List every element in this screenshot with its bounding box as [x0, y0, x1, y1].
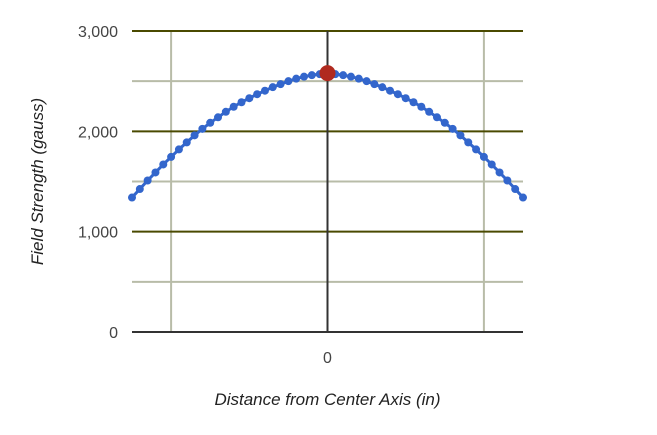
data-point[interactable]	[245, 94, 254, 103]
data-point[interactable]	[370, 80, 379, 89]
data-point[interactable]	[440, 118, 449, 127]
data-point[interactable]	[190, 131, 199, 140]
data-point[interactable]	[464, 138, 473, 147]
data-point[interactable]	[479, 152, 488, 161]
data-point[interactable]	[339, 71, 348, 80]
data-point[interactable]	[354, 74, 363, 83]
data-point[interactable]	[174, 145, 183, 154]
data-point[interactable]	[276, 80, 285, 89]
data-point[interactable]	[253, 90, 262, 99]
data-point[interactable]	[167, 152, 176, 161]
data-point[interactable]	[135, 185, 144, 194]
label-layer: 0 1,000 2,000 3,000 0 Distance from Center Ax…	[28, 24, 441, 409]
data-point[interactable]	[503, 176, 512, 185]
x-tick-label: 0	[323, 350, 332, 367]
series-layer	[128, 65, 527, 202]
data-point[interactable]	[206, 118, 215, 127]
data-point[interactable]	[519, 193, 527, 202]
data-point[interactable]	[472, 145, 481, 154]
data-point[interactable]	[307, 71, 316, 80]
data-point[interactable]	[292, 74, 301, 83]
data-point[interactable]	[214, 113, 223, 122]
data-point[interactable]	[378, 83, 387, 92]
data-point[interactable]	[448, 124, 457, 133]
y-axis-title: Field Strength (gauss)	[28, 98, 47, 265]
data-point[interactable]	[300, 72, 309, 81]
data-point[interactable]	[487, 160, 496, 169]
data-point[interactable]	[182, 138, 191, 147]
data-point[interactable]	[362, 77, 371, 86]
data-point[interactable]	[151, 168, 160, 177]
data-point[interactable]	[159, 160, 168, 169]
data-point[interactable]	[417, 102, 426, 111]
data-point[interactable]	[143, 176, 152, 185]
data-point[interactable]	[268, 83, 277, 92]
data-point[interactable]	[495, 168, 504, 177]
data-point[interactable]	[386, 86, 395, 95]
data-point[interactable]	[456, 131, 465, 140]
data-point[interactable]	[221, 107, 230, 116]
axis-layer	[132, 31, 523, 333]
data-point[interactable]	[409, 98, 418, 107]
data-point[interactable]	[128, 193, 136, 202]
data-point[interactable]	[260, 86, 269, 95]
x-axis-title: Distance from Center Axis (in)	[214, 390, 440, 409]
data-point[interactable]	[198, 124, 207, 133]
data-point[interactable]	[425, 107, 434, 116]
data-point[interactable]	[393, 90, 402, 99]
data-point[interactable]	[346, 72, 355, 81]
y-tick-label: 3,000	[78, 24, 118, 41]
y-tick-label: 0	[109, 325, 118, 342]
data-point[interactable]	[432, 113, 441, 122]
highlighted-data-point[interactable]	[319, 65, 336, 82]
data-point[interactable]	[237, 98, 246, 107]
data-point[interactable]	[511, 185, 520, 194]
y-tick-label: 2,000	[78, 124, 118, 141]
data-point[interactable]	[401, 94, 410, 103]
y-tick-label: 1,000	[78, 225, 118, 242]
data-point[interactable]	[229, 102, 238, 111]
data-point[interactable]	[284, 77, 293, 86]
